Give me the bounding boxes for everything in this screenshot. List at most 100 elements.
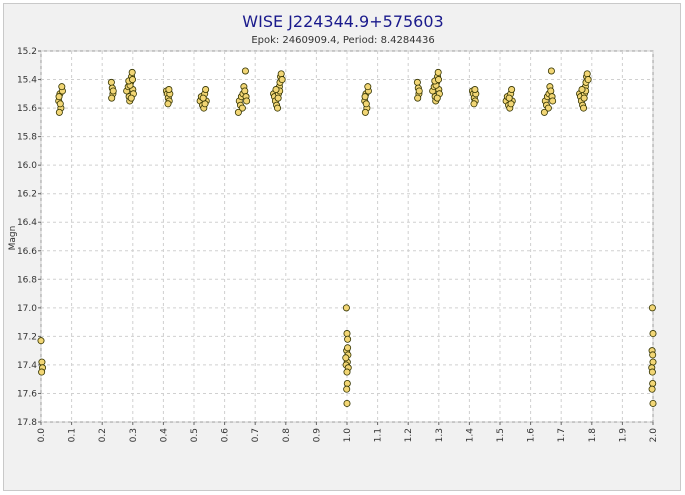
- data-point: [37, 337, 45, 345]
- chart-panel: WISE J224344.9+575603 Epok: 2460909.4, P…: [3, 3, 681, 491]
- data-point: [342, 304, 350, 312]
- data-point: [342, 354, 350, 362]
- data-point: [344, 335, 352, 343]
- data-point: [344, 344, 352, 352]
- data-point: [343, 330, 351, 338]
- x-tick-label: 0.0: [37, 428, 47, 443]
- y-tick-label: 15.2: [17, 47, 37, 57]
- chart: WISE J224344.9+575603 Epok: 2460909.4, P…: [8, 12, 659, 442]
- data-point: [648, 304, 656, 312]
- data-point: [241, 87, 249, 95]
- data-point: [434, 76, 442, 84]
- data-point: [277, 70, 285, 78]
- y-tick-label: 16.0: [17, 161, 37, 171]
- data-point: [238, 104, 246, 112]
- data-point: [549, 97, 557, 105]
- data-point: [128, 68, 136, 76]
- data-point: [343, 385, 351, 393]
- data-point: [471, 86, 479, 94]
- data-point: [362, 100, 370, 108]
- x-tick-label: 0.9: [312, 428, 322, 443]
- data-point: [343, 379, 351, 387]
- data-point: [234, 108, 242, 116]
- data-point: [508, 86, 516, 94]
- data-point: [128, 76, 136, 84]
- data-point: [343, 399, 351, 407]
- data-point: [415, 87, 423, 95]
- data-point: [243, 97, 251, 105]
- data-point: [649, 330, 657, 338]
- chart-subtitle: Epok: 2460909.4, Period: 8.4284436: [251, 35, 434, 46]
- x-tick-label: 1.3: [435, 428, 445, 442]
- data-point: [127, 94, 135, 102]
- x-tick-label: 0.8: [282, 428, 292, 443]
- y-tick-label: 16.2: [17, 190, 37, 200]
- data-point: [547, 67, 555, 75]
- data-point: [578, 86, 586, 94]
- data-point: [343, 368, 351, 376]
- x-tick-label: 1.5: [496, 428, 506, 442]
- x-tick-label: 0.2: [98, 428, 108, 442]
- data-point: [649, 358, 657, 366]
- y-tick-label: 17.8: [17, 418, 37, 428]
- x-tick-label: 1.9: [618, 428, 628, 443]
- data-point: [199, 94, 207, 102]
- data-point: [648, 368, 656, 376]
- data-point: [108, 94, 116, 102]
- data-point: [58, 83, 66, 91]
- data-point: [107, 78, 115, 86]
- x-tick-label: 1.7: [557, 428, 567, 442]
- data-point: [584, 76, 592, 84]
- x-tick-label: 1.6: [527, 428, 537, 443]
- data-point: [547, 87, 555, 95]
- data-point: [364, 83, 372, 91]
- data-point: [544, 104, 552, 112]
- x-tick-label: 1.1: [374, 428, 384, 442]
- data-point: [165, 86, 173, 94]
- x-tick-label: 1.8: [588, 428, 598, 443]
- data-point: [55, 108, 63, 116]
- y-tick-label: 17.4: [17, 361, 37, 371]
- x-tick-label: 0.4: [159, 428, 169, 443]
- data-point: [648, 385, 656, 393]
- data-point: [274, 104, 282, 112]
- y-tick-label: 17.2: [17, 332, 37, 342]
- x-tick-label: 0.3: [129, 428, 139, 442]
- data-point: [580, 104, 588, 112]
- data-point: [272, 86, 280, 94]
- x-tick-label: 1.0: [343, 428, 353, 443]
- data-point: [433, 94, 441, 102]
- data-point: [649, 379, 657, 387]
- x-axis-ticks: 0.0 0.1 0.2 0.3 0.4 0.5 0.6 0.7 0.8 0.9 1.0 1.1 1.2 1…: [37, 422, 659, 442]
- data-point: [202, 86, 210, 94]
- data-point: [38, 358, 46, 366]
- chart-title: WISE J224344.9+575603: [242, 12, 443, 31]
- data-point: [274, 94, 282, 102]
- data-point: [649, 351, 657, 359]
- x-tick-label: 0.7: [251, 428, 261, 442]
- x-tick-label: 1.2: [404, 428, 414, 442]
- x-tick-label: 0.6: [221, 428, 231, 443]
- x-tick-label: 2.0: [649, 428, 659, 443]
- data-point: [505, 94, 513, 102]
- data-point: [278, 76, 286, 84]
- x-tick-label: 1.4: [465, 428, 475, 443]
- x-tick-label: 0.5: [190, 428, 200, 442]
- data-point: [38, 368, 46, 376]
- data-point: [434, 68, 442, 76]
- data-point: [201, 100, 209, 108]
- data-point: [540, 108, 548, 116]
- data-point: [414, 94, 422, 102]
- x-tick-label: 0.1: [68, 428, 78, 442]
- data-point: [164, 100, 172, 108]
- y-tick-label: 15.4: [17, 76, 37, 86]
- y-tick-label: 16.8: [17, 275, 37, 285]
- data-point: [361, 93, 369, 101]
- data-point: [580, 94, 588, 102]
- data-point: [583, 70, 591, 78]
- data-point: [109, 87, 117, 95]
- data-point: [413, 78, 421, 86]
- y-axis-label: Magn: [8, 226, 18, 251]
- data-point: [470, 100, 478, 108]
- y-tick-label: 15.8: [17, 133, 37, 143]
